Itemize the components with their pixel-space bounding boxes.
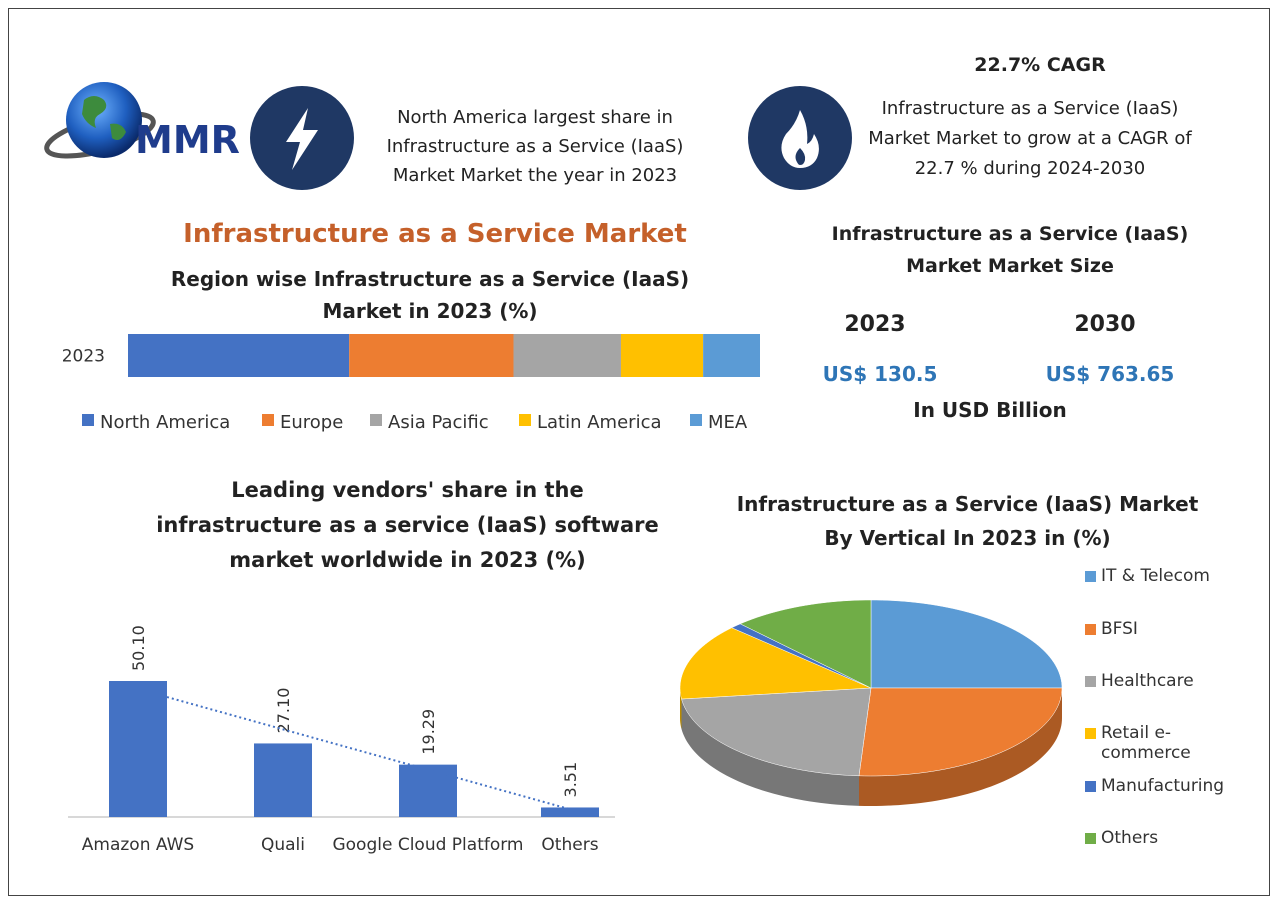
market-size-title: Infrastructure as a Service (IaaS) Marke…	[831, 223, 1189, 277]
highlight-text: North America largest share in Infrastru…	[386, 107, 684, 186]
x-tick-label: Quali	[261, 835, 305, 855]
pie-slice	[681, 687, 872, 777]
unit: In USD Billion	[913, 398, 1067, 422]
legend-label: IT & Telecom	[1101, 566, 1210, 586]
x-tick-label: Others	[541, 835, 598, 855]
legend-label: Retail e-commerce	[1101, 723, 1191, 763]
legend-swatch	[690, 414, 702, 426]
x-tick-label: Google Cloud Platform	[332, 835, 523, 855]
highlight-text: Infrastructure as a Service (IaaS) Marke…	[868, 98, 1192, 179]
bar-segment	[349, 334, 514, 377]
legend-swatch	[519, 414, 531, 426]
bar	[254, 743, 312, 817]
category-label: 2023	[62, 347, 105, 367]
legend-swatch	[1085, 728, 1096, 739]
legend-swatch	[370, 414, 382, 426]
frame	[8, 8, 1270, 896]
pie-slice	[870, 599, 1063, 689]
legend-swatch	[1085, 833, 1096, 844]
legend-swatch	[1085, 781, 1096, 792]
value-label: 50.10	[129, 625, 148, 671]
legend-swatch	[1085, 571, 1096, 582]
market-value: US$ 763.65	[1045, 362, 1175, 386]
icon-bolt	[250, 86, 354, 190]
pie-side	[681, 699, 860, 806]
logo: MMR	[44, 82, 240, 162]
pie-slice	[739, 599, 872, 689]
legend-label: Europe	[280, 412, 343, 433]
year: 2023	[844, 312, 906, 337]
chart-title: Leading vendors' share in the infrastruc…	[156, 478, 659, 572]
chart-title: Region wise Infrastructure as a Service …	[170, 267, 690, 323]
bar-segment	[703, 334, 760, 377]
legend-label: Asia Pacific	[388, 412, 489, 433]
legend-label: Manufacturing	[1101, 776, 1225, 796]
bar	[541, 807, 599, 817]
logo-text: MMR	[135, 118, 240, 162]
main-title: Infrastructure as a Service Market	[183, 219, 687, 249]
pie-slice	[679, 627, 872, 700]
year: 2030	[1074, 312, 1136, 337]
pie-side	[859, 688, 1062, 806]
pie-slice	[858, 687, 1063, 777]
chart-title: Infrastructure as a Service (IaaS) Marke…	[736, 492, 1199, 550]
x-tick-label: Amazon AWS	[82, 835, 194, 855]
value-label: 19.29	[419, 709, 438, 755]
value-label: 3.51	[561, 762, 580, 798]
legend-label: Healthcare	[1101, 671, 1194, 691]
bar-segment	[128, 334, 350, 377]
legend-swatch	[262, 414, 274, 426]
value-label: 27.10	[274, 688, 293, 734]
bar	[399, 764, 457, 817]
bar-segment	[513, 334, 621, 377]
legend-swatch	[1085, 676, 1096, 687]
bar	[109, 681, 167, 817]
icon-flame	[748, 86, 852, 190]
legend-swatch	[1085, 624, 1096, 635]
legend-swatch	[82, 414, 94, 426]
trendline	[166, 696, 571, 811]
legend-label: BFSI	[1101, 619, 1138, 639]
legend-label: MEA	[708, 412, 748, 433]
highlight-title: 22.7% CAGR	[974, 54, 1106, 76]
market-value: US$ 130.5	[822, 362, 938, 386]
legend-label: Others	[1101, 828, 1159, 848]
legend-label: Latin America	[537, 412, 662, 433]
bar-segment	[620, 334, 704, 377]
legend-label: North America	[100, 412, 230, 433]
